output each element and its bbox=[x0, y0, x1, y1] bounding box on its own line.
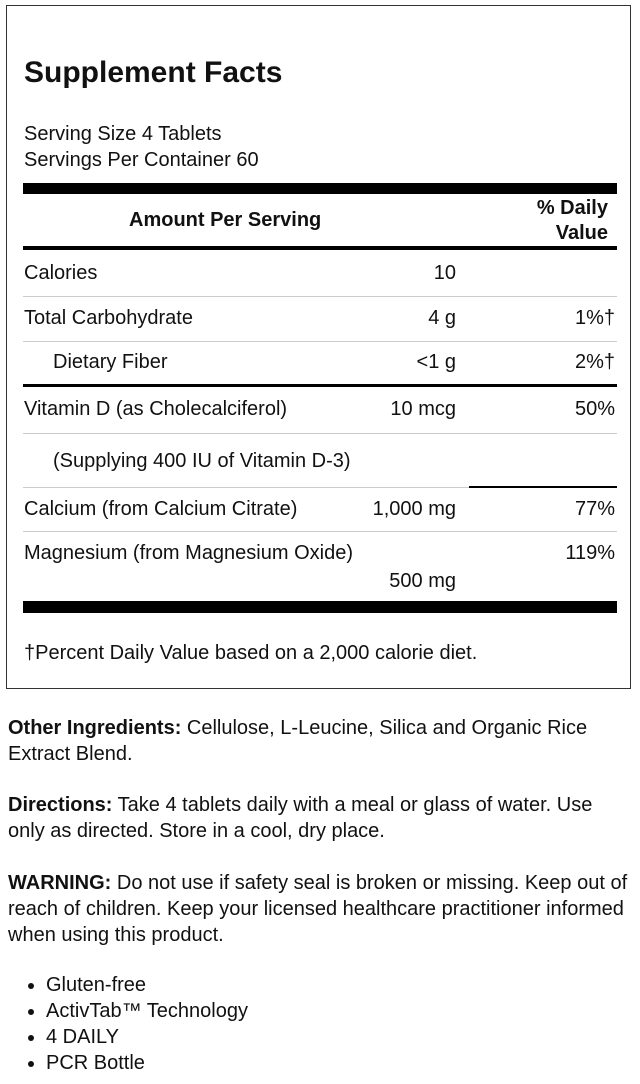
daily-value-header: % Daily Value bbox=[537, 196, 608, 246]
header-divider bbox=[23, 246, 617, 250]
nutrient-amount: 4 g bbox=[428, 307, 456, 329]
feature-item: 4 DAILY bbox=[46, 1024, 248, 1050]
nutrient-name: (Supplying 400 IU of Vitamin D-3) bbox=[53, 450, 351, 472]
row-divider bbox=[23, 433, 617, 434]
thick-divider bbox=[23, 601, 617, 613]
nutrient-amount: 500 mg bbox=[389, 570, 456, 592]
features-list: Gluten-free ActivTab™ Technology 4 DAILY… bbox=[8, 972, 248, 1076]
supplement-facts-panel: Supplement Facts Serving Size 4 Tablets … bbox=[6, 5, 631, 689]
footnote: †Percent Daily Value based on a 2,000 ca… bbox=[24, 642, 478, 664]
directions-text: Take 4 tablets daily with a meal or glas… bbox=[8, 794, 593, 842]
nutrient-amount: 1,000 mg bbox=[372, 498, 456, 520]
nutrient-amount: 10 bbox=[433, 262, 456, 284]
warning-label: WARNING: bbox=[8, 872, 112, 894]
other-ingredients-label: Other Ingredients: bbox=[8, 717, 182, 739]
nutrient-dv: 119% bbox=[565, 542, 615, 564]
nutrient-dv: 50% bbox=[574, 398, 615, 420]
nutrient-amount: 10 mcg bbox=[390, 398, 456, 420]
nutrient-name: Total Carbohydrate bbox=[24, 307, 193, 329]
directions: Directions: Take 4 tablets daily with a … bbox=[8, 792, 628, 844]
other-ingredients-text: Cellulose, L-Leucine, Silica and Organic… bbox=[8, 717, 588, 765]
row-divider bbox=[23, 487, 617, 488]
nutrient-dv: 2%† bbox=[574, 351, 615, 373]
dv-header-line1: % Daily bbox=[536, 197, 608, 219]
nutrient-dv: 1%† bbox=[574, 307, 615, 329]
other-ingredients: Other Ingredients: Cellulose, L-Leucine,… bbox=[8, 715, 628, 767]
row-divider bbox=[23, 341, 617, 342]
nutrient-name: Vitamin D (as Cholecalciferol) bbox=[24, 398, 288, 420]
nutrient-amount: <1 g bbox=[416, 351, 456, 373]
directions-label: Directions: bbox=[8, 794, 113, 816]
feature-item: ActivTab™ Technology bbox=[46, 998, 248, 1024]
warning-text: Do not use if safety seal is broken or m… bbox=[8, 872, 628, 946]
warning: WARNING: Do not use if safety seal is br… bbox=[8, 870, 628, 948]
nutrient-name: Calcium (from Calcium Citrate) bbox=[24, 498, 298, 520]
dv-divider bbox=[469, 486, 617, 488]
thick-divider bbox=[23, 183, 617, 194]
nutrient-name: Magnesium (from Magnesium Oxide) bbox=[24, 542, 353, 564]
amount-per-serving-header: Amount Per Serving bbox=[129, 209, 322, 231]
serving-size: Serving Size 4 Tablets bbox=[24, 123, 222, 145]
row-divider bbox=[23, 296, 617, 297]
servings-per-container: Servings Per Container 60 bbox=[24, 149, 259, 171]
row-divider-thick bbox=[23, 384, 617, 387]
feature-item: PCR Bottle bbox=[46, 1050, 248, 1076]
panel-title: Supplement Facts bbox=[24, 56, 283, 89]
nutrient-name: Calories bbox=[24, 262, 98, 284]
feature-item: Gluten-free bbox=[46, 972, 248, 998]
dv-header-line2: Value bbox=[555, 222, 608, 244]
nutrient-name: Dietary Fiber bbox=[53, 351, 168, 373]
nutrient-dv: 77% bbox=[574, 498, 615, 520]
row-divider bbox=[23, 531, 617, 532]
